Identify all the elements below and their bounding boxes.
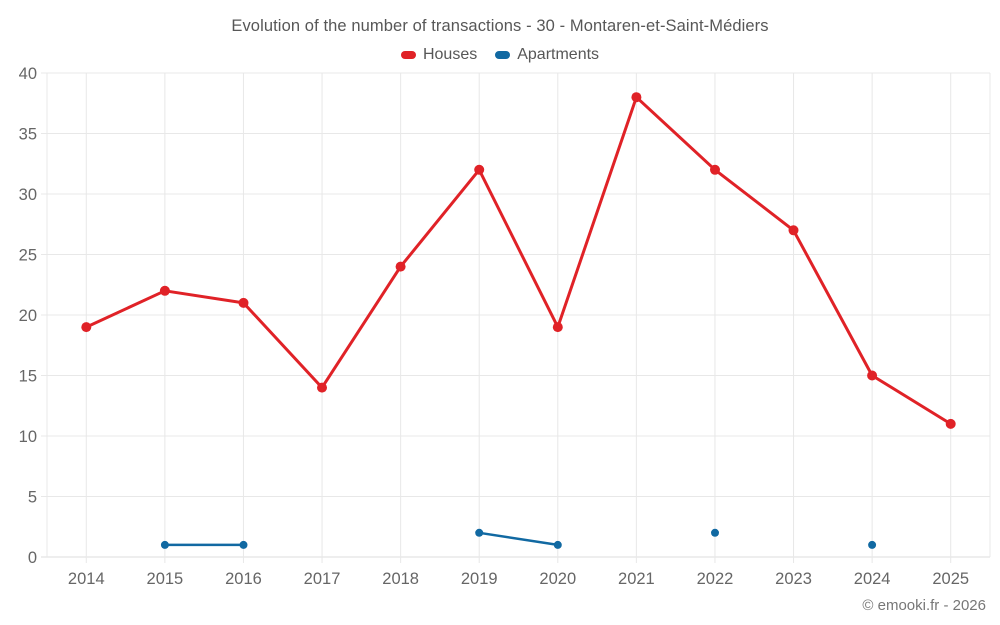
x-tick-label: 2022 xyxy=(697,570,734,588)
y-tick-label: 25 xyxy=(19,247,37,265)
houses-point xyxy=(631,92,642,103)
houses-point xyxy=(867,370,878,381)
houses-point xyxy=(81,322,92,333)
apartments-point xyxy=(239,540,248,549)
y-tick-label: 15 xyxy=(19,368,37,386)
houses-point xyxy=(474,164,485,175)
houses-point xyxy=(788,225,799,236)
legend-label-houses: Houses xyxy=(422,46,478,63)
chart-legend: Houses Apartments xyxy=(0,46,1000,64)
apartments-point xyxy=(475,528,484,537)
y-tick-label: 35 xyxy=(19,126,37,144)
x-tick-label: 2014 xyxy=(68,570,105,588)
x-tick-label: 2019 xyxy=(461,570,498,588)
houses-line xyxy=(84,95,953,426)
y-tick-label: 0 xyxy=(28,549,37,567)
houses-point xyxy=(552,322,563,333)
y-tick-label: 20 xyxy=(19,307,37,325)
y-tick-label: 40 xyxy=(19,65,37,83)
x-tick-label: 2021 xyxy=(618,570,655,588)
apartments-point xyxy=(160,540,169,549)
legend-label-apartments: Apartments xyxy=(517,46,600,63)
apartments-line xyxy=(477,531,560,547)
x-tick-label: 2015 xyxy=(147,570,184,588)
x-tick-label: 2023 xyxy=(775,570,812,588)
y-tick-label: 5 xyxy=(28,489,37,507)
x-tick-label: 2018 xyxy=(382,570,419,588)
y-tick-label: 10 xyxy=(19,428,37,446)
apartments-swatch-icon xyxy=(495,51,511,59)
x-tick-label: 2025 xyxy=(932,570,969,588)
houses-point xyxy=(238,297,249,308)
houses-swatch-icon xyxy=(400,51,416,59)
houses-point xyxy=(710,164,720,175)
apartments-point xyxy=(711,528,719,537)
legend-item-houses[interactable]: Houses xyxy=(400,46,478,64)
houses-point xyxy=(159,285,170,296)
houses-point xyxy=(945,418,956,429)
apartments-point xyxy=(868,540,877,549)
x-tick-label: 2024 xyxy=(854,570,891,588)
x-tick-label: 2017 xyxy=(304,570,341,588)
apartments-point xyxy=(553,540,562,549)
houses-point xyxy=(317,382,327,393)
copyright-text: © emooki.fr - 2026 xyxy=(862,597,986,614)
y-tick-label: 30 xyxy=(19,186,37,204)
houses-point xyxy=(395,261,406,272)
chart-title: Evolution of the number of transactions … xyxy=(231,17,769,35)
x-tick-label: 2020 xyxy=(539,570,576,588)
legend-item-apartments[interactable]: Apartments xyxy=(495,46,599,64)
x-tick-label: 2016 xyxy=(225,570,262,588)
